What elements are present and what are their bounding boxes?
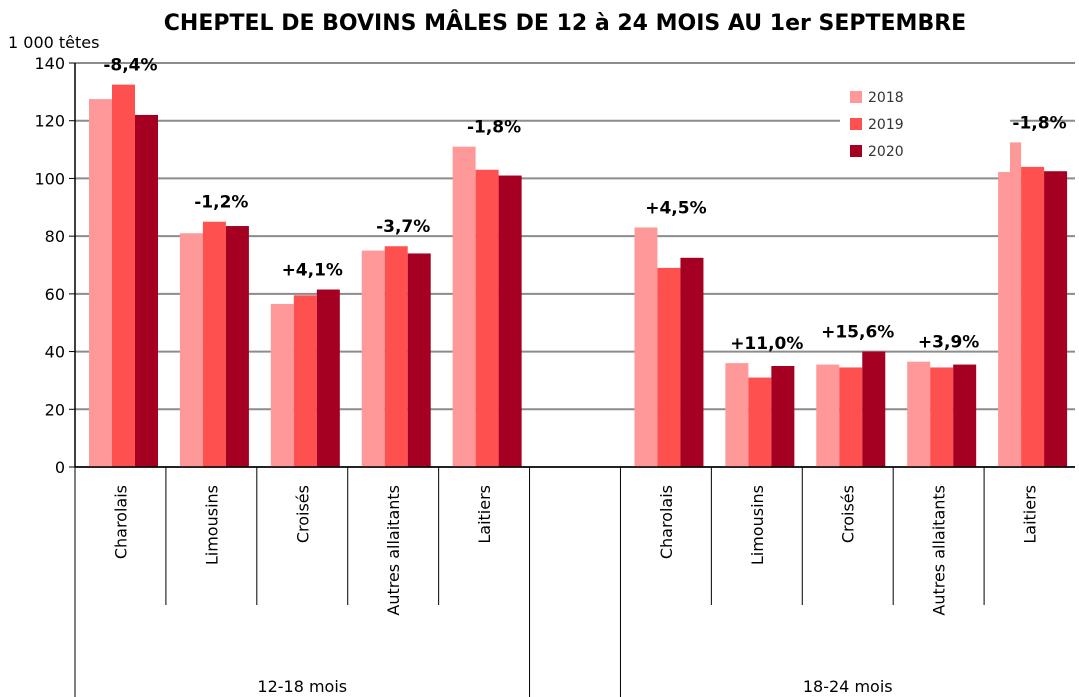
y-tick-label: 140 xyxy=(34,54,65,73)
bar xyxy=(816,364,840,467)
bar xyxy=(839,367,863,467)
legend-label: 2020 xyxy=(868,144,904,160)
bar xyxy=(634,227,658,467)
y-tick-label: 60 xyxy=(45,285,65,304)
bar xyxy=(179,233,203,467)
annotation: +4,1% xyxy=(282,261,343,281)
legend-swatch xyxy=(850,145,862,157)
bar xyxy=(657,267,681,467)
bar xyxy=(202,221,226,467)
bar xyxy=(862,351,886,467)
bar xyxy=(135,114,158,467)
annotation: +11,0% xyxy=(730,334,803,354)
annotation: -1,8% xyxy=(467,118,521,138)
x-tick-label: Autres allaitants xyxy=(930,485,949,616)
x-tick-label: Laitiers xyxy=(1021,485,1040,544)
bar xyxy=(907,361,931,467)
bar xyxy=(680,257,704,467)
annotation: -8,4% xyxy=(103,56,157,76)
annotation: -1,8% xyxy=(1012,113,1066,133)
bar xyxy=(475,169,499,467)
x-tick-label: Charolais xyxy=(111,485,130,559)
annotation: -3,7% xyxy=(376,217,430,237)
bar xyxy=(89,99,112,468)
y-axis-label: 1 000 têtes xyxy=(8,33,99,52)
y-tick-label: 20 xyxy=(45,400,65,419)
legend-swatch xyxy=(850,118,862,130)
legend-swatch xyxy=(850,91,862,103)
y-tick-label: 0 xyxy=(55,458,65,477)
chart-title: CHEPTEL DE BOVINS MÂLES DE 12 à 24 MOIS … xyxy=(164,10,966,36)
y-tick-label: 80 xyxy=(45,227,65,246)
bar xyxy=(361,250,385,467)
bar xyxy=(930,367,954,467)
legend-box xyxy=(840,80,1010,172)
annotation: +3,9% xyxy=(918,333,979,353)
y-tick-label: 120 xyxy=(34,112,65,131)
legend-label: 2019 xyxy=(868,117,904,133)
bar xyxy=(316,289,340,467)
x-tick-label: Croisés xyxy=(293,485,312,543)
y-tick-label: 100 xyxy=(34,169,65,188)
x-tick-label: Autres allaitants xyxy=(384,485,403,616)
bar xyxy=(953,364,977,467)
bar xyxy=(384,246,408,467)
x-tick-label: Croisés xyxy=(839,485,858,543)
x-tick-label: Laitiers xyxy=(475,485,494,544)
legend-label: 2018 xyxy=(868,90,904,106)
bar xyxy=(998,142,1022,467)
y-tick-label: 40 xyxy=(45,343,65,362)
bar xyxy=(1044,171,1068,467)
bar xyxy=(293,295,317,467)
bar xyxy=(1021,166,1045,467)
bar xyxy=(452,146,476,467)
annotation: -1,2% xyxy=(194,193,248,213)
group-label: 12-18 mois xyxy=(257,677,347,696)
bar xyxy=(112,84,135,468)
bar xyxy=(725,363,749,467)
bar xyxy=(225,226,249,467)
x-tick-label: Charolais xyxy=(657,485,676,559)
x-tick-label: Limousins xyxy=(202,485,221,565)
bar xyxy=(771,366,795,467)
legend: 2018 2019 2020 xyxy=(840,80,1010,172)
x-tick-label: Limousins xyxy=(748,485,767,565)
bar xyxy=(748,377,772,467)
annotation: +15,6% xyxy=(821,323,894,343)
bar xyxy=(270,303,294,467)
bar xyxy=(498,175,522,468)
annotation: +4,5% xyxy=(645,198,706,218)
bar xyxy=(407,253,431,467)
group-label: 18-24 mois xyxy=(803,677,893,696)
